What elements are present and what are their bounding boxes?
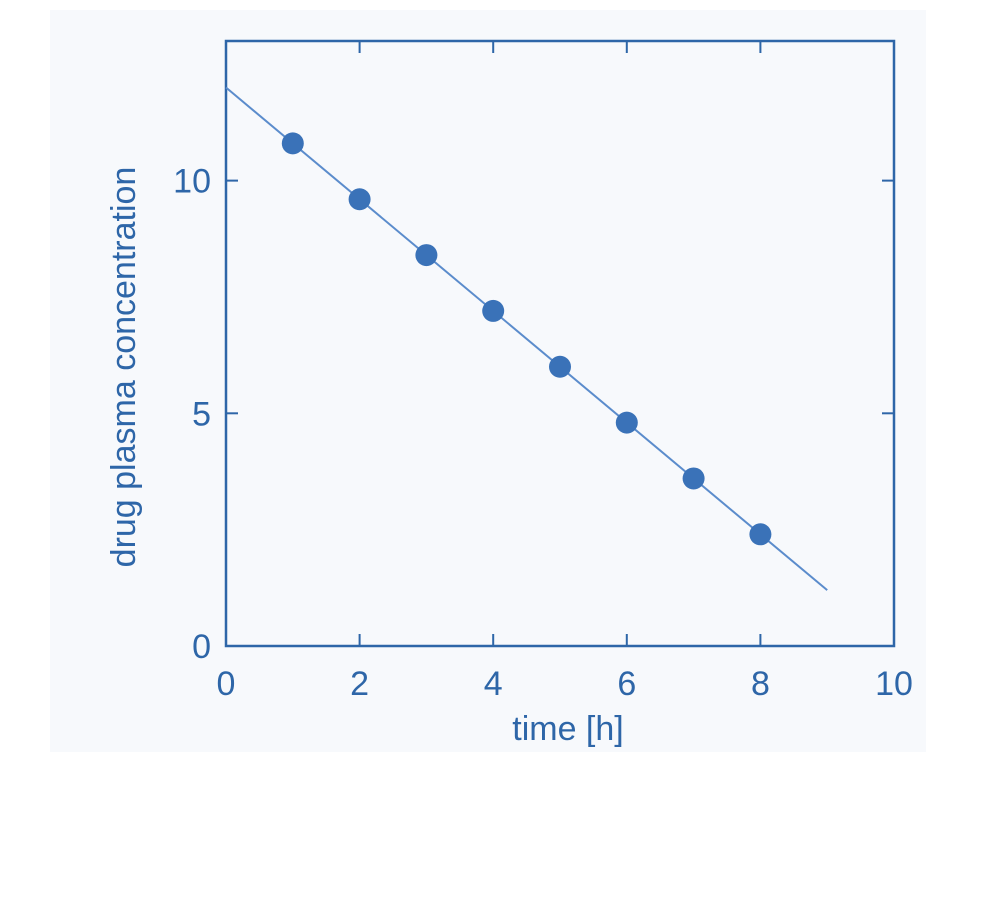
y-tick-label: 10 <box>173 163 211 201</box>
data-point <box>615 411 638 434</box>
x-tick-label: 8 <box>751 665 770 703</box>
y-axis-ticks: 0 5 10 <box>173 163 894 666</box>
data-point <box>482 299 505 322</box>
x-tick-label: 10 <box>875 665 913 703</box>
series-layer <box>225 86 828 591</box>
data-point <box>415 244 438 267</box>
plot-frame <box>224 39 896 648</box>
data-point <box>281 132 304 155</box>
x-tick-label: 0 <box>217 665 236 703</box>
x-axis-label: time [h] <box>512 710 623 748</box>
data-point <box>749 523 772 546</box>
data-point <box>549 355 571 378</box>
y-axis-label: drug plasma concentration <box>105 167 143 568</box>
x-tick-label: 2 <box>350 665 369 703</box>
y-tick-label: 0 <box>192 628 211 666</box>
x-axis-ticks: 0 2 4 6 8 10 <box>217 41 913 703</box>
chart-panel-background <box>50 10 926 752</box>
fit-line <box>225 86 828 591</box>
y-tick-label: 5 <box>192 395 211 433</box>
x-tick-label: 4 <box>484 665 503 703</box>
data-point <box>348 188 371 211</box>
x-tick-label: 6 <box>617 665 636 703</box>
data-point <box>682 467 705 490</box>
